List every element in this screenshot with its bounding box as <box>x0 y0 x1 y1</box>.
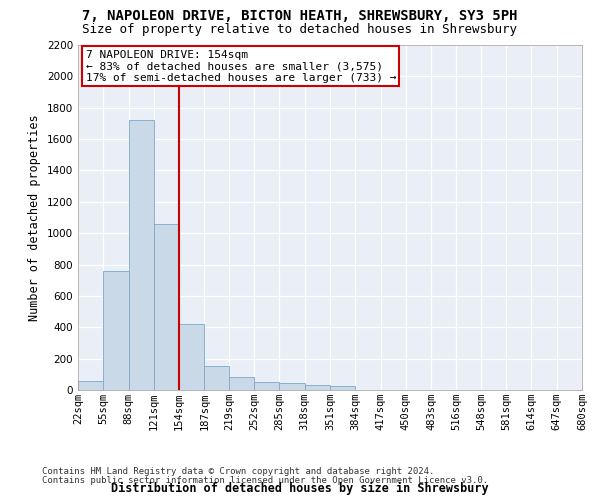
Text: Contains HM Land Registry data © Crown copyright and database right 2024.: Contains HM Land Registry data © Crown c… <box>42 467 434 476</box>
Bar <box>205 366 229 390</box>
Bar <box>78 380 103 390</box>
Text: Size of property relative to detached houses in Shrewsbury: Size of property relative to detached ho… <box>83 22 517 36</box>
Bar <box>254 382 280 390</box>
Y-axis label: Number of detached properties: Number of detached properties <box>28 114 41 321</box>
Bar <box>305 386 330 390</box>
Bar <box>330 386 355 390</box>
Bar <box>229 376 254 390</box>
Bar <box>280 383 305 390</box>
Bar <box>154 224 179 390</box>
Bar <box>103 271 128 390</box>
Text: Distribution of detached houses by size in Shrewsbury: Distribution of detached houses by size … <box>111 482 489 495</box>
Text: Contains public sector information licensed under the Open Government Licence v3: Contains public sector information licen… <box>42 476 488 485</box>
Bar <box>128 120 154 390</box>
Text: 7, NAPOLEON DRIVE, BICTON HEATH, SHREWSBURY, SY3 5PH: 7, NAPOLEON DRIVE, BICTON HEATH, SHREWSB… <box>82 9 518 23</box>
Text: 7 NAPOLEON DRIVE: 154sqm
← 83% of detached houses are smaller (3,575)
17% of sem: 7 NAPOLEON DRIVE: 154sqm ← 83% of detach… <box>86 50 396 83</box>
Bar <box>179 324 205 390</box>
